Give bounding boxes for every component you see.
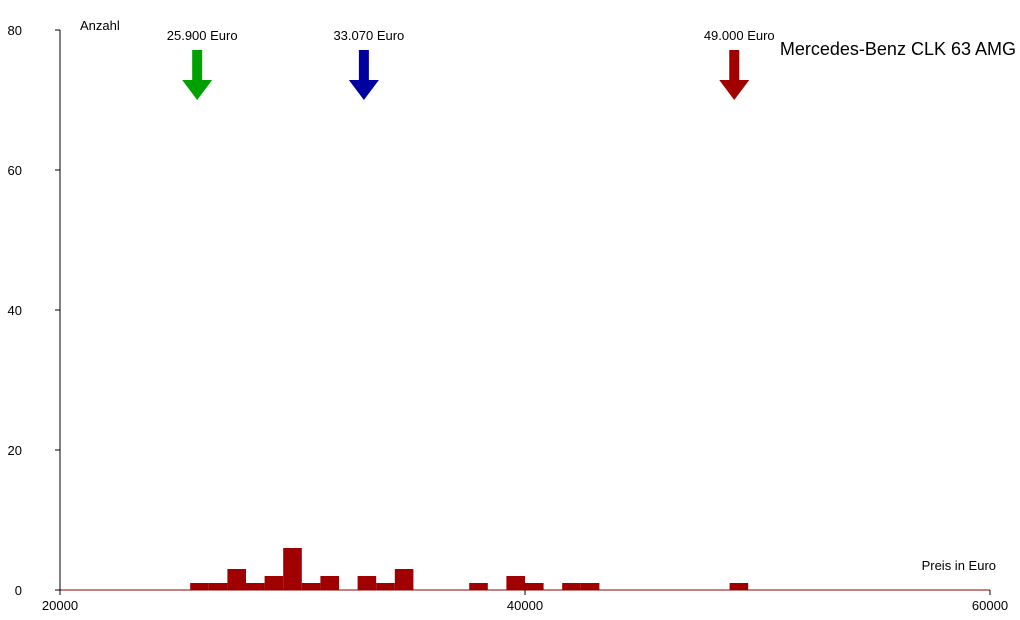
histogram-bar — [264, 576, 284, 590]
histogram-bar — [525, 583, 544, 590]
y-tick-label: 40 — [8, 303, 22, 318]
histogram-bar — [190, 583, 209, 590]
y-tick-label: 60 — [8, 163, 22, 178]
histogram-bar — [729, 583, 749, 590]
y-tick-label: 0 — [15, 583, 22, 598]
y-tick-label: 80 — [8, 23, 22, 38]
x-axis-ticks: 20000 40000 60000 — [42, 590, 1008, 613]
price-marker-arrow — [719, 50, 750, 100]
histogram-bar — [469, 583, 488, 590]
x-axis-label: Preis in Euro — [922, 558, 996, 573]
histogram-bar — [320, 576, 339, 590]
price-marker-label: 49.000 Euro — [704, 28, 775, 43]
histogram-bar — [506, 576, 525, 590]
x-tick-label: 40000 — [507, 598, 543, 613]
histogram-bar — [301, 583, 321, 590]
price-marker-label: 33.070 Euro — [333, 28, 404, 43]
histogram-bar — [580, 583, 600, 590]
x-tick-label: 20000 — [42, 598, 78, 613]
histogram-bar — [227, 569, 246, 590]
histogram-bars — [190, 548, 749, 590]
price-marker-label: 25.900 Euro — [167, 28, 238, 43]
histogram-bar — [283, 548, 302, 590]
price-markers: 25.900 Euro 33.070 Euro 49.000 Euro — [167, 28, 775, 100]
y-axis-label: Anzahl — [80, 18, 120, 33]
y-axis-ticks: 0 20 40 60 80 — [8, 23, 60, 598]
histogram-bar — [357, 576, 377, 590]
chart-title: Mercedes-Benz CLK 63 AMG — [780, 39, 1016, 59]
price-marker-arrow — [348, 50, 379, 100]
histogram-bar — [562, 583, 581, 590]
x-tick-label: 60000 — [972, 598, 1008, 613]
price-marker-arrow — [182, 50, 213, 100]
y-tick-label: 20 — [8, 443, 22, 458]
histogram-bar — [246, 583, 265, 590]
histogram-bar — [394, 569, 414, 590]
histogram-bar — [208, 583, 228, 590]
histogram-bar — [376, 583, 395, 590]
